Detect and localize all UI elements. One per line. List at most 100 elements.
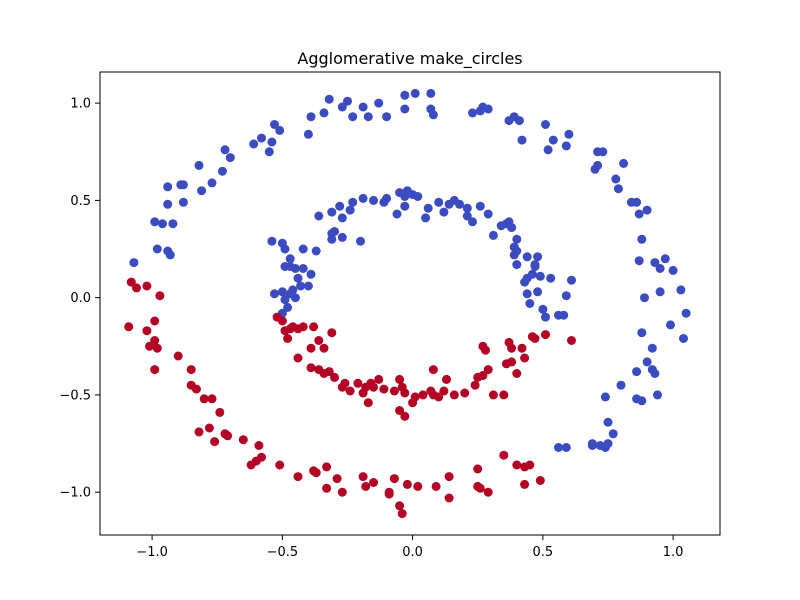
data-point-cluster-2 [512,369,522,378]
data-point-cluster-1 [655,287,665,297]
data-point-cluster-1 [178,197,188,207]
data-point-cluster-2 [483,365,493,375]
data-point-cluster-1 [280,244,290,254]
data-point-cluster-1 [462,203,472,213]
data-point-cluster-1 [337,232,347,242]
data-point-cluster-2 [473,464,483,474]
data-point-cluster-1 [676,285,686,295]
data-point-cluster-2 [186,365,196,375]
data-point-cluster-2 [389,474,399,484]
data-point-cluster-1 [468,217,477,227]
data-point-cluster-1 [168,219,178,229]
data-point-cluster-1 [207,178,217,188]
data-point-cluster-2 [379,384,389,394]
data-point-cluster-1 [277,287,287,297]
y-tick-label: 1.0 [70,97,91,112]
data-point-cluster-1 [559,310,569,320]
y-tick-label: 0.0 [70,291,91,306]
data-point-cluster-1 [410,88,420,98]
data-point-cluster-1 [507,223,517,233]
data-point-cluster-1 [270,289,279,299]
data-point-cluster-2 [353,378,363,388]
data-point-cluster-2 [150,365,160,375]
data-point-cluster-2 [332,474,342,484]
data-point-cluster-1 [637,234,647,244]
data-point-cluster-1 [488,230,498,240]
data-point-cluster-1 [668,265,678,275]
data-point-cluster-2 [449,390,459,400]
data-point-cluster-2 [277,316,287,326]
data-point-cluster-1 [150,217,160,227]
data-point-cluster-1 [257,133,266,143]
data-point-cluster-1 [541,312,550,322]
data-point-cluster-1 [632,367,642,377]
data-point-cluster-1 [525,299,535,308]
data-point-cluster-2 [418,390,428,400]
data-point-cluster-1 [345,205,355,215]
data-point-cluster-1 [541,120,550,129]
data-point-cluster-1 [514,116,524,126]
data-point-cluster-2 [483,487,493,497]
data-point-cluster-2 [142,281,152,291]
data-point-cluster-1 [587,441,597,450]
data-point-cluster-2 [444,493,454,503]
data-point-cluster-1 [343,96,352,106]
data-point-cluster-1 [163,182,173,192]
data-point-cluster-1 [197,186,207,196]
data-point-cluster-1 [298,264,308,273]
data-point-cluster-1 [647,343,657,353]
data-point-cluster-2 [363,398,373,408]
data-point-cluster-1 [434,197,444,207]
data-point-cluster-1 [468,108,477,118]
data-point-cluster-1 [619,158,629,168]
data-point-cluster-2 [400,411,410,421]
data-point-cluster-1 [642,357,652,367]
data-point-cluster-2 [322,483,332,493]
data-point-cluster-2 [152,343,162,353]
data-point-cluster-1 [533,287,543,297]
data-point-cluster-1 [426,88,436,98]
data-point-cluster-1 [382,112,392,122]
data-point-cluster-1 [363,112,373,122]
data-point-cluster-1 [608,429,618,439]
data-point-cluster-1 [288,285,298,295]
data-point-cluster-1 [217,166,227,176]
data-point-cluster-1 [613,184,623,194]
data-point-cluster-1 [165,250,175,260]
data-point-cluster-1 [512,234,522,244]
data-point-cluster-1 [293,273,303,283]
data-point-cluster-2 [330,372,339,382]
data-point-cluster-1 [400,201,410,211]
data-point-cluster-2 [460,388,470,398]
data-point-cluster-1 [327,229,337,238]
data-point-cluster-1 [348,197,358,207]
data-point-cluster-1 [554,443,563,452]
data-point-cluster-1 [666,320,675,330]
data-point-cluster-2 [470,380,480,390]
data-point-cluster-1 [517,135,527,145]
data-point-cluster-1 [681,308,691,318]
data-point-cluster-2 [499,450,509,460]
data-point-cluster-1 [298,244,308,254]
data-point-cluster-1 [129,258,139,268]
data-point-cluster-1 [335,201,345,211]
data-point-cluster-1 [290,293,300,303]
data-point-cluster-1 [225,153,235,163]
data-point-cluster-2 [535,476,545,485]
x-tick-label: 1.0 [663,545,684,560]
data-point-cluster-1 [567,275,576,285]
data-point-cluster-1 [306,112,316,122]
data-point-cluster-2 [327,328,337,338]
data-point-cluster-2 [520,479,530,489]
y-tick-label: 0.5 [70,194,91,209]
data-point-cluster-2 [397,509,407,519]
data-point-cluster-2 [499,390,509,400]
scatter-points [124,88,691,519]
data-point-cluster-1 [327,207,337,217]
data-point-cluster-1 [428,110,438,120]
data-point-cluster-1 [249,139,259,149]
data-point-cluster-2 [238,435,248,445]
data-point-cluster-2 [361,481,371,491]
data-point-cluster-1 [283,302,293,312]
x-axis: −1.0 −0.5 0.0 0.5 1.0 [136,535,683,560]
